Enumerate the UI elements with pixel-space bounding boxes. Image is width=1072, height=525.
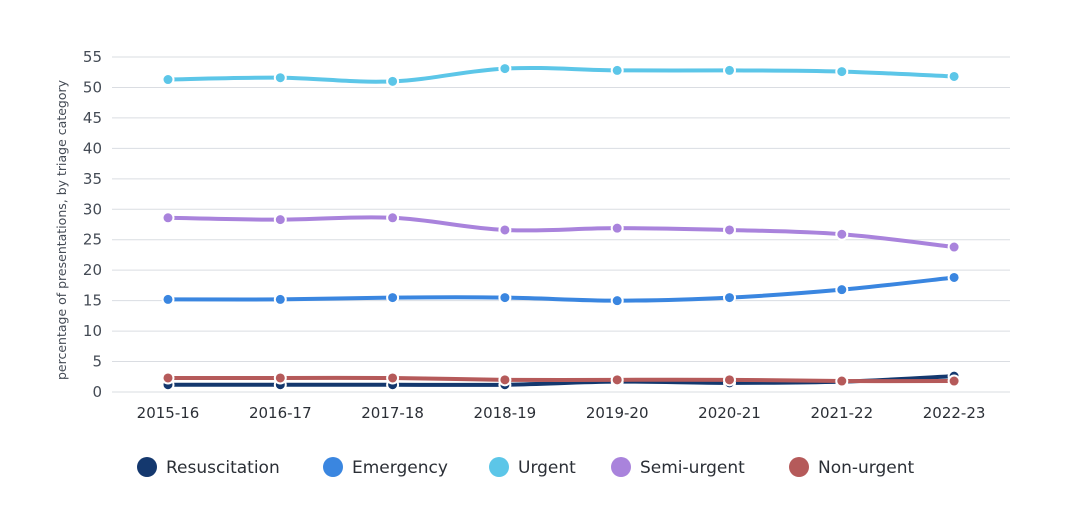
data-point-semi-urgent xyxy=(610,221,624,235)
legend-item-emergency: Emergency xyxy=(323,457,448,478)
x-tick-label: 2020-21 xyxy=(698,404,761,422)
y-tick-label: 15 xyxy=(83,292,102,310)
legend-marker-urgent xyxy=(489,457,509,477)
legend-item-urgent: Urgent xyxy=(489,457,576,478)
series-line-emergency xyxy=(166,275,957,303)
data-point-non-urgent xyxy=(835,374,849,388)
series-urgent xyxy=(161,62,961,88)
data-point-urgent xyxy=(161,73,175,87)
x-tick-label: 2016-17 xyxy=(249,404,312,422)
data-point-emergency xyxy=(947,270,961,284)
series-line-urgent xyxy=(166,65,957,84)
gridlines xyxy=(112,56,1010,393)
data-point-non-urgent xyxy=(723,373,736,387)
data-point-non-urgent xyxy=(386,371,400,385)
data-point-urgent xyxy=(273,71,287,85)
y-tick-label: 30 xyxy=(83,200,102,218)
legend-label-resuscitation: Resuscitation xyxy=(166,458,280,478)
x-tick-label: 2015-16 xyxy=(137,404,200,422)
legend-marker-semi-urgent xyxy=(611,457,631,477)
legend-label-emergency: Emergency xyxy=(352,458,448,478)
data-point-urgent xyxy=(610,63,624,77)
x-tick-label: 2021-22 xyxy=(810,404,873,422)
y-axis-ticks: 0 5 10 15 20 25 30 35 40 45 50 55 xyxy=(83,48,102,401)
series-semi-urgent xyxy=(161,211,961,254)
x-tick-label: 2019-20 xyxy=(586,404,649,422)
y-tick-label: 50 xyxy=(83,78,102,96)
data-point-urgent xyxy=(498,62,512,76)
y-tick-label: 20 xyxy=(83,261,102,279)
series-line-non-urgent xyxy=(166,375,957,384)
data-point-urgent xyxy=(723,63,736,77)
legend-label-semi-urgent: Semi-urgent xyxy=(640,458,745,478)
data-point-non-urgent xyxy=(498,373,512,387)
y-tick-label: 35 xyxy=(83,170,102,188)
legend-label-non-urgent: Non-urgent xyxy=(818,458,915,478)
data-point-semi-urgent xyxy=(723,223,736,237)
legend-item-semi-urgent: Semi-urgent xyxy=(611,457,745,478)
data-point-emergency xyxy=(386,291,400,305)
y-tick-label: 5 xyxy=(92,353,102,371)
y-tick-label: 55 xyxy=(83,48,102,66)
data-point-urgent xyxy=(835,65,849,79)
y-tick-label: 25 xyxy=(83,231,102,249)
y-tick-label: 40 xyxy=(83,139,102,157)
legend-marker-resuscitation xyxy=(137,457,157,477)
data-point-emergency xyxy=(723,291,736,305)
x-axis-ticks: 2015-16 2016-17 2017-18 2018-19 2019-20 2020-… xyxy=(137,404,986,422)
data-point-emergency xyxy=(835,283,849,297)
data-point-non-urgent xyxy=(947,374,961,388)
data-point-semi-urgent xyxy=(947,240,961,254)
data-point-semi-urgent xyxy=(161,211,175,225)
y-tick-label: 10 xyxy=(83,322,102,340)
series-lines xyxy=(161,62,961,392)
series-emergency xyxy=(161,270,961,308)
y-tick-label: 0 xyxy=(92,383,102,401)
data-point-emergency xyxy=(273,292,287,306)
data-point-semi-urgent xyxy=(835,227,849,241)
series-non-urgent xyxy=(161,371,961,388)
x-tick-label: 2022-23 xyxy=(923,404,986,422)
legend-item-resuscitation: Resuscitation xyxy=(137,457,280,478)
x-tick-label: 2018-19 xyxy=(474,404,537,422)
data-point-emergency xyxy=(610,294,624,308)
y-tick-label: 45 xyxy=(83,109,102,127)
legend-marker-non-urgent xyxy=(789,457,809,477)
legend-marker-emergency xyxy=(323,457,343,477)
data-point-emergency xyxy=(498,291,512,305)
x-tick-label: 2017-18 xyxy=(361,404,424,422)
data-point-semi-urgent xyxy=(273,213,287,227)
legend-label-urgent: Urgent xyxy=(518,458,576,478)
data-point-semi-urgent xyxy=(498,223,512,237)
data-point-semi-urgent xyxy=(386,211,400,225)
data-point-urgent xyxy=(947,69,961,83)
legend: Resuscitation Emergency Urgent Semi-urgent N… xyxy=(137,457,915,478)
data-point-non-urgent xyxy=(161,371,175,385)
legend-item-non-urgent: Non-urgent xyxy=(789,457,915,478)
data-point-urgent xyxy=(386,74,400,88)
data-point-non-urgent xyxy=(610,373,624,387)
data-point-emergency xyxy=(161,292,175,306)
series-line-semi-urgent xyxy=(166,215,957,250)
data-point-non-urgent xyxy=(273,371,287,385)
y-axis-title: percentage of presentations, by triage c… xyxy=(54,79,69,380)
